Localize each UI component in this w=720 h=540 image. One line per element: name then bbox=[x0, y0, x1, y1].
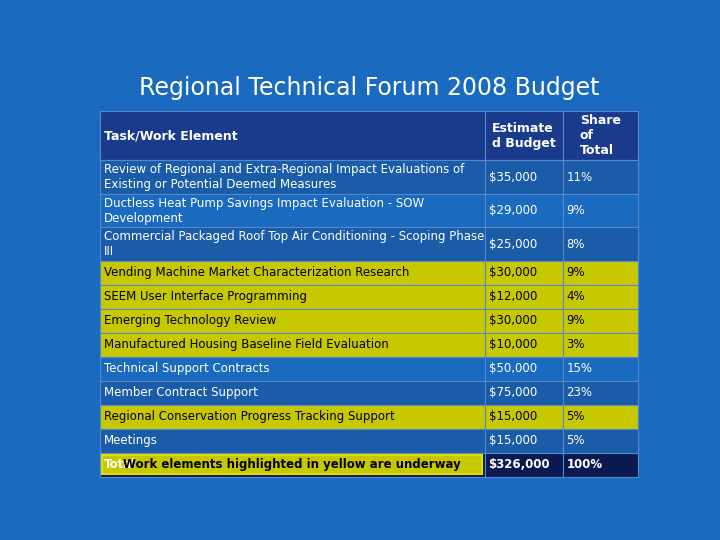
Bar bbox=[562, 111, 638, 160]
Text: $30,000: $30,000 bbox=[488, 314, 536, 327]
Bar bbox=[485, 333, 562, 357]
Text: Regional Conservation Progress Tracking Support: Regional Conservation Progress Tracking … bbox=[104, 410, 395, 423]
Bar bbox=[562, 453, 638, 477]
Text: Estimate
d Budget: Estimate d Budget bbox=[492, 122, 556, 150]
Bar bbox=[562, 333, 638, 357]
Bar bbox=[485, 405, 562, 429]
Text: $15,000: $15,000 bbox=[488, 410, 537, 423]
Bar bbox=[100, 429, 485, 453]
Text: 3%: 3% bbox=[567, 338, 585, 352]
Text: 8%: 8% bbox=[567, 238, 585, 251]
Text: $326,000: $326,000 bbox=[488, 458, 550, 471]
Bar bbox=[485, 285, 562, 309]
Bar bbox=[485, 381, 562, 405]
Bar bbox=[102, 455, 482, 475]
Bar bbox=[485, 309, 562, 333]
Bar bbox=[562, 405, 638, 429]
Text: $50,000: $50,000 bbox=[488, 362, 536, 375]
Text: Regional Technical Forum 2008 Budget: Regional Technical Forum 2008 Budget bbox=[139, 76, 599, 100]
Text: Work elements highlighted in yellow are underway: Work elements highlighted in yellow are … bbox=[124, 458, 462, 471]
Bar bbox=[562, 309, 638, 333]
Bar bbox=[485, 429, 562, 453]
Bar bbox=[562, 261, 638, 285]
Bar bbox=[100, 111, 485, 160]
Bar bbox=[485, 160, 562, 194]
Text: $30,000: $30,000 bbox=[488, 266, 536, 279]
Text: $10,000: $10,000 bbox=[488, 338, 537, 352]
Bar bbox=[562, 285, 638, 309]
Text: Member Contract Support: Member Contract Support bbox=[104, 386, 258, 399]
Text: Review of Regional and Extra-Regional Impact Evaluations of
Existing or Potentia: Review of Regional and Extra-Regional Im… bbox=[104, 163, 464, 191]
Text: 9%: 9% bbox=[567, 314, 585, 327]
Text: 100%: 100% bbox=[567, 458, 603, 471]
Bar bbox=[485, 453, 562, 477]
Bar bbox=[100, 405, 485, 429]
Bar bbox=[100, 227, 485, 261]
Bar bbox=[100, 285, 485, 309]
Text: $29,000: $29,000 bbox=[488, 204, 537, 217]
Bar bbox=[485, 357, 562, 381]
Text: 4%: 4% bbox=[567, 291, 585, 303]
Bar bbox=[562, 160, 638, 194]
Text: Share
of
Total: Share of Total bbox=[580, 114, 621, 157]
Text: 5%: 5% bbox=[567, 434, 585, 447]
Bar bbox=[562, 357, 638, 381]
Text: Commercial Packaged Roof Top Air Conditioning - Scoping Phase
III: Commercial Packaged Roof Top Air Conditi… bbox=[104, 230, 485, 258]
Text: 9%: 9% bbox=[567, 204, 585, 217]
Bar bbox=[100, 261, 485, 285]
Bar bbox=[100, 333, 485, 357]
Text: 9%: 9% bbox=[567, 266, 585, 279]
Text: 15%: 15% bbox=[567, 362, 593, 375]
Text: Total: Total bbox=[104, 458, 136, 471]
Text: $35,000: $35,000 bbox=[488, 171, 536, 184]
Bar bbox=[485, 111, 562, 160]
Text: $15,000: $15,000 bbox=[488, 434, 537, 447]
Bar bbox=[485, 194, 562, 227]
Bar bbox=[100, 160, 485, 194]
Text: Vending Machine Market Characterization Research: Vending Machine Market Characterization … bbox=[104, 266, 410, 279]
Text: $75,000: $75,000 bbox=[488, 386, 537, 399]
Bar bbox=[485, 261, 562, 285]
Text: Meetings: Meetings bbox=[104, 434, 158, 447]
Text: SEEM User Interface Programming: SEEM User Interface Programming bbox=[104, 291, 307, 303]
Bar bbox=[562, 429, 638, 453]
Bar bbox=[562, 194, 638, 227]
Bar bbox=[100, 357, 485, 381]
Text: $12,000: $12,000 bbox=[488, 291, 537, 303]
Bar bbox=[100, 194, 485, 227]
Bar bbox=[562, 381, 638, 405]
Text: 23%: 23% bbox=[567, 386, 593, 399]
Text: $25,000: $25,000 bbox=[488, 238, 537, 251]
Text: Task/Work Element: Task/Work Element bbox=[104, 129, 238, 142]
Bar bbox=[485, 227, 562, 261]
Bar bbox=[100, 309, 485, 333]
Bar bbox=[562, 227, 638, 261]
Text: Ductless Heat Pump Savings Impact Evaluation - SOW
Development: Ductless Heat Pump Savings Impact Evalua… bbox=[104, 197, 424, 225]
Text: Technical Support Contracts: Technical Support Contracts bbox=[104, 362, 269, 375]
Text: 5%: 5% bbox=[567, 410, 585, 423]
Bar bbox=[100, 381, 485, 405]
Text: Manufactured Housing Baseline Field Evaluation: Manufactured Housing Baseline Field Eval… bbox=[104, 338, 389, 352]
Text: 11%: 11% bbox=[567, 171, 593, 184]
Bar bbox=[100, 453, 485, 477]
Text: Emerging Technology Review: Emerging Technology Review bbox=[104, 314, 276, 327]
